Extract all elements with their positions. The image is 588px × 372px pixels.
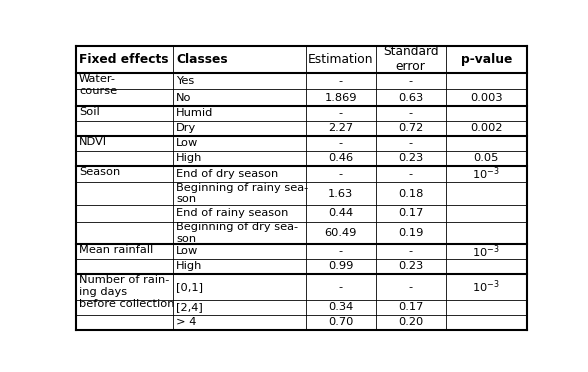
Text: Season: Season xyxy=(79,167,120,177)
Text: Number of rain-
ing days
before collection: Number of rain- ing days before collecti… xyxy=(79,275,175,308)
Text: -: - xyxy=(409,247,413,256)
Text: 0.19: 0.19 xyxy=(398,228,423,238)
Text: -: - xyxy=(339,76,343,86)
Text: -: - xyxy=(339,247,343,256)
Text: p-value: p-value xyxy=(460,53,512,66)
Text: -: - xyxy=(409,169,413,179)
Text: -: - xyxy=(409,76,413,86)
Text: 0.46: 0.46 xyxy=(328,153,353,163)
Text: $10^{-3}$: $10^{-3}$ xyxy=(473,166,500,182)
Text: NDVI: NDVI xyxy=(79,137,107,147)
Text: -: - xyxy=(339,108,343,118)
Text: $10^{-3}$: $10^{-3}$ xyxy=(473,243,500,260)
Text: 0.70: 0.70 xyxy=(328,317,353,327)
Text: -: - xyxy=(409,138,413,148)
Text: Classes: Classes xyxy=(176,53,228,66)
Text: No: No xyxy=(176,93,192,103)
Text: Mean rainfall: Mean rainfall xyxy=(79,246,153,256)
Text: [0,1]: [0,1] xyxy=(176,282,203,292)
Text: Soil: Soil xyxy=(79,108,100,118)
Text: 0.18: 0.18 xyxy=(398,189,423,199)
Text: -: - xyxy=(339,282,343,292)
Text: 1.869: 1.869 xyxy=(325,93,357,103)
Text: Low: Low xyxy=(176,138,198,148)
Text: Standard
error: Standard error xyxy=(383,45,439,73)
Text: Beginning of dry sea-
son: Beginning of dry sea- son xyxy=(176,222,298,244)
Text: 0.63: 0.63 xyxy=(398,93,423,103)
Text: -: - xyxy=(409,282,413,292)
Text: Estimation: Estimation xyxy=(308,53,373,66)
Text: 0.17: 0.17 xyxy=(398,302,423,312)
Text: Yes: Yes xyxy=(176,76,194,86)
Text: 60.49: 60.49 xyxy=(325,228,357,238)
Text: High: High xyxy=(176,262,202,272)
Text: > 4: > 4 xyxy=(176,317,196,327)
Text: End of dry season: End of dry season xyxy=(176,169,278,179)
Text: 0.99: 0.99 xyxy=(328,262,353,272)
Text: 0.23: 0.23 xyxy=(398,153,423,163)
Text: -: - xyxy=(339,169,343,179)
Text: 0.003: 0.003 xyxy=(470,93,503,103)
Text: 0.23: 0.23 xyxy=(398,262,423,272)
Text: 0.05: 0.05 xyxy=(473,153,499,163)
Text: -: - xyxy=(339,138,343,148)
Text: Low: Low xyxy=(176,247,198,256)
Text: High: High xyxy=(176,153,202,163)
Text: Water-
course: Water- course xyxy=(79,74,117,96)
Text: [2,4]: [2,4] xyxy=(176,302,203,312)
Text: Dry: Dry xyxy=(176,124,196,134)
Text: 0.17: 0.17 xyxy=(398,208,423,218)
Text: 0.34: 0.34 xyxy=(328,302,353,312)
Text: Humid: Humid xyxy=(176,108,213,118)
Text: 1.63: 1.63 xyxy=(328,189,353,199)
Text: Beginning of rainy sea-
son: Beginning of rainy sea- son xyxy=(176,183,308,205)
Text: $10^{-3}$: $10^{-3}$ xyxy=(473,279,500,295)
Text: -: - xyxy=(409,108,413,118)
Text: 0.002: 0.002 xyxy=(470,124,503,134)
Text: 0.72: 0.72 xyxy=(398,124,423,134)
Text: Fixed effects: Fixed effects xyxy=(79,53,169,66)
Text: End of rainy season: End of rainy season xyxy=(176,208,288,218)
Text: 2.27: 2.27 xyxy=(328,124,353,134)
Text: 0.44: 0.44 xyxy=(328,208,353,218)
Text: 0.20: 0.20 xyxy=(398,317,423,327)
